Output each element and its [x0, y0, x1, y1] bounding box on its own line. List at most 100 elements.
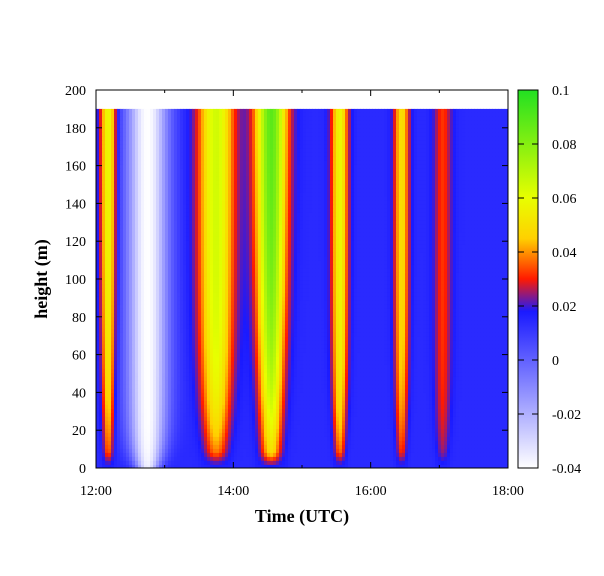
- heatmap-cell: [495, 168, 499, 174]
- heatmap-cell: [282, 224, 286, 230]
- heatmap-cell: [477, 140, 481, 146]
- heatmap-cell: [447, 188, 451, 194]
- heatmap-cell: [273, 116, 277, 122]
- heatmap-cell: [174, 208, 178, 214]
- heatmap-cell: [315, 200, 319, 206]
- heatmap-cell: [312, 120, 316, 126]
- heatmap-cell: [222, 136, 226, 142]
- heatmap-cell: [156, 204, 160, 210]
- heatmap-cell: [468, 208, 472, 214]
- heatmap-cell: [150, 156, 154, 162]
- heatmap-cell: [327, 176, 331, 182]
- heatmap-cell: [342, 164, 346, 170]
- heatmap-cell: [309, 232, 313, 238]
- heatmap-cell: [426, 208, 430, 214]
- heatmap-cell: [171, 236, 175, 242]
- heatmap-cell: [114, 144, 118, 150]
- heatmap-cell: [324, 200, 328, 206]
- heatmap-cell: [462, 188, 466, 194]
- heatmap-cell: [141, 164, 145, 170]
- heatmap-cell: [426, 136, 430, 142]
- heatmap-cell: [207, 144, 211, 150]
- heatmap-cell: [408, 168, 412, 174]
- heatmap-cell: [471, 156, 475, 162]
- heatmap-cell: [171, 196, 175, 202]
- heatmap-cell: [342, 168, 346, 174]
- heatmap-cell: [345, 156, 349, 162]
- heatmap-cell: [495, 172, 499, 178]
- heatmap-cell: [462, 224, 466, 230]
- heatmap-cell: [129, 204, 133, 210]
- heatmap-cell: [387, 156, 391, 162]
- heatmap-cell: [135, 172, 139, 178]
- heatmap-cell: [375, 188, 379, 194]
- heatmap-cell: [216, 208, 220, 214]
- heatmap-cell: [492, 164, 496, 170]
- heatmap-cell: [426, 240, 430, 246]
- heatmap-cell: [480, 152, 484, 158]
- heatmap-cell: [285, 204, 289, 210]
- heatmap-cell: [417, 168, 421, 174]
- heatmap-cell: [120, 108, 124, 114]
- heatmap-cell: [246, 188, 250, 194]
- heatmap-cell: [300, 152, 304, 158]
- heatmap-cell: [96, 176, 100, 182]
- heatmap-cell: [402, 220, 406, 226]
- heatmap-cell: [447, 120, 451, 126]
- heatmap-cell: [399, 152, 403, 158]
- heatmap-cell: [207, 220, 211, 226]
- heatmap-cell: [234, 212, 238, 218]
- heatmap-cell: [333, 160, 337, 166]
- heatmap-cell: [498, 168, 502, 174]
- heatmap-cell: [303, 172, 307, 178]
- heatmap-cell: [345, 184, 349, 190]
- heatmap-cell: [108, 156, 112, 162]
- heatmap-cell: [207, 128, 211, 134]
- heatmap-cell: [468, 216, 472, 222]
- heatmap-cell: [252, 232, 256, 238]
- heatmap-cell: [495, 220, 499, 226]
- heatmap-cell: [333, 112, 337, 118]
- heatmap-cell: [489, 152, 493, 158]
- heatmap-cell: [252, 112, 256, 118]
- heatmap-cell: [147, 148, 151, 154]
- heatmap-cell: [339, 220, 343, 226]
- heatmap-cell: [144, 148, 148, 154]
- heatmap-cell: [279, 208, 283, 214]
- heatmap-cell: [396, 208, 400, 214]
- heatmap-cell: [456, 136, 460, 142]
- heatmap-cell: [306, 120, 310, 126]
- heatmap-cell: [183, 208, 187, 214]
- heatmap-cell: [267, 208, 271, 214]
- heatmap-cell: [279, 192, 283, 198]
- heatmap-cell: [237, 116, 241, 122]
- heatmap-cell: [468, 144, 472, 150]
- heatmap-cell: [96, 192, 100, 198]
- heatmap-cell: [480, 236, 484, 242]
- heatmap-cell: [201, 188, 205, 194]
- heatmap-cell: [279, 128, 283, 134]
- heatmap-cell: [366, 108, 370, 114]
- heatmap-cell: [204, 140, 208, 146]
- heatmap-cell: [441, 228, 445, 234]
- heatmap-cell: [246, 248, 250, 254]
- heatmap-cell: [117, 124, 121, 130]
- heatmap-cell: [303, 120, 307, 126]
- heatmap-cell: [120, 172, 124, 178]
- heatmap-cell: [492, 212, 496, 218]
- heatmap-cell: [381, 204, 385, 210]
- heatmap-cell: [375, 160, 379, 166]
- heatmap-cell: [333, 188, 337, 194]
- heatmap-cell: [453, 224, 457, 230]
- heatmap-cell: [222, 120, 226, 126]
- heatmap-cell: [159, 168, 163, 174]
- heatmap-cell: [216, 232, 220, 238]
- heatmap-cell: [252, 188, 256, 194]
- heatmap-cell: [450, 148, 454, 154]
- heatmap-cell: [243, 224, 247, 230]
- heatmap-cell: [279, 116, 283, 122]
- heatmap-cell: [180, 184, 184, 190]
- heatmap-cell: [219, 176, 223, 182]
- heatmap-cell: [261, 180, 265, 186]
- heatmap-cell: [393, 204, 397, 210]
